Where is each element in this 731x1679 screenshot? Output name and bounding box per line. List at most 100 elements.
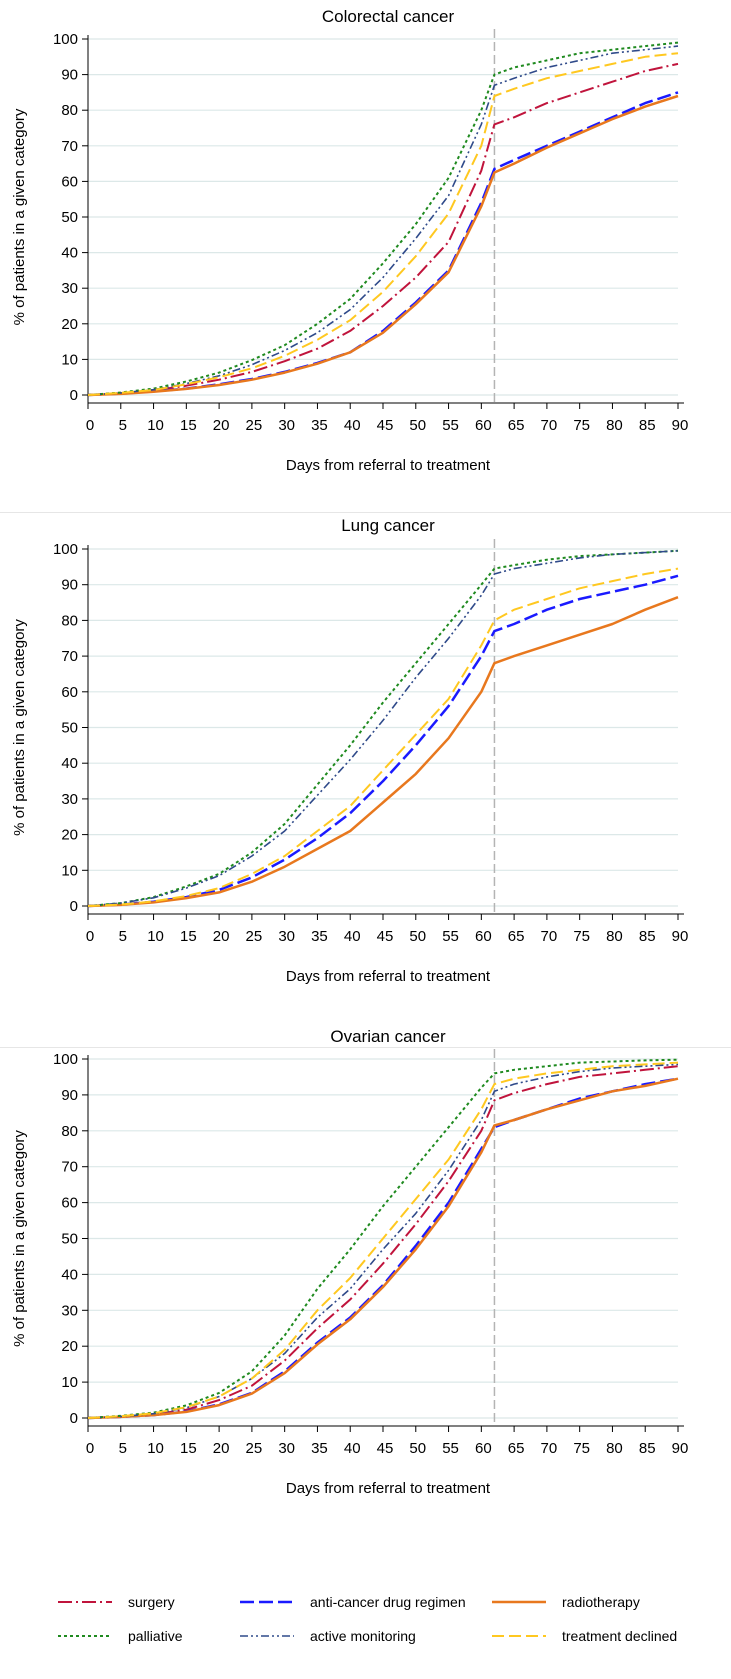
x-tick-label: 35 [311,928,328,945]
x-tick-label: 5 [119,1440,127,1457]
x-tick-label: 40 [344,928,361,945]
x-tick-label: 25 [246,417,263,434]
legend-label-active-monitoring: active monitoring [310,1628,416,1644]
series-line-radiotherapy [87,1077,679,1420]
x-tick-label: 45 [377,417,394,434]
x-tick-label: 65 [508,1440,525,1457]
series-line-active-monitoring [87,1063,679,1419]
x-axis-label: Days from referral to treatment [286,968,491,985]
y-tick-label: 30 [61,1302,78,1319]
x-tick-label: 5 [119,928,127,945]
y-tick-label: 80 [61,102,78,119]
y-tick-label: 10 [61,351,78,368]
x-tick-label: 80 [606,1440,623,1457]
x-tick-label: 50 [409,417,426,434]
series-line-active-monitoring [87,45,679,396]
y-tick-label: 90 [61,1087,78,1104]
x-tick-label: 65 [508,928,525,945]
x-tick-label: 75 [573,1440,590,1457]
series-line-radiotherapy [87,596,679,908]
x-tick-label: 20 [213,417,230,434]
y-tick-label: 90 [61,577,78,594]
series-line-anti-cancer [87,91,679,397]
chart-title: Lung cancer [341,516,435,535]
x-tick-label: 85 [639,1440,656,1457]
colorectal-chart: Colorectal cancer 0 10 20 30 40 50 60 70 80 90 100 0… [11,7,689,474]
chart-title: Ovarian cancer [330,1027,446,1046]
y-tick-label: 20 [61,316,78,333]
y-tick-label: 30 [61,280,78,297]
x-tick-label: 10 [147,1440,164,1457]
legend-label-radiotherapy: radiotherapy [562,1594,640,1610]
series-line-treatment-declined [87,52,679,396]
y-tick-label: 50 [61,209,78,226]
y-tick-label: 70 [61,648,78,665]
legend-label-treatment-declined: treatment declined [562,1628,677,1644]
series-line-radiotherapy [87,94,679,397]
x-tick-label: 30 [278,928,295,945]
y-tick-label: 80 [61,1123,78,1140]
x-tick-label: 60 [475,1440,492,1457]
x-tick-label: 15 [180,928,197,945]
x-tick-label: 0 [86,417,94,434]
x-tick-label: 10 [147,928,164,945]
x-tick-label: 25 [246,928,263,945]
y-tick-label: 30 [61,791,78,808]
x-tick-label: 5 [119,417,127,434]
x-tick-label: 75 [573,417,590,434]
panel-separator [0,1047,731,1048]
y-tick-label: 100 [53,541,78,558]
x-tick-label: 50 [409,928,426,945]
series-line-treatment-declined [87,1061,679,1419]
x-tick-label: 65 [508,417,525,434]
x-tick-label: 90 [672,417,689,434]
series-line-palliative [87,41,679,396]
x-tick-label: 90 [672,1440,689,1457]
ovarian-chart: Ovarian cancer 0 10 20 30 40 50 60 70 80 90 100 0 5 10… [11,1027,689,1497]
legend-label-palliative: palliative [128,1628,183,1644]
x-tick-label: 25 [246,1440,263,1457]
chart-title: Colorectal cancer [322,7,455,26]
series-line-surgery [87,62,679,396]
series-line-surgery [87,1065,679,1419]
x-tick-label: 40 [344,1440,361,1457]
y-tick-label: 50 [61,720,78,737]
y-tick-label: 0 [70,898,78,915]
x-tick-label: 85 [639,417,656,434]
y-tick-label: 0 [70,1410,78,1427]
y-tick-label: 10 [61,862,78,879]
series-line-palliative [87,1058,679,1419]
x-tick-label: 45 [377,1440,394,1457]
series-line-active-monitoring [87,550,679,907]
x-tick-label: 30 [278,1440,295,1457]
lung-chart: Lung cancer 0 10 20 30 40 50 60 70 80 90 100 0 5 10 15 2… [11,516,689,985]
y-tick-label: 0 [70,387,78,404]
y-tick-label: 80 [61,612,78,629]
y-tick-label: 70 [61,138,78,155]
chart-legend: surgery anti-cancer drug regimen radiother… [58,1594,677,1644]
x-tick-label: 0 [86,928,94,945]
y-tick-label: 50 [61,1231,78,1248]
y-tick-label: 100 [53,31,78,48]
x-tick-label: 70 [541,1440,558,1457]
y-axis-label: % of patients in a given category [11,108,28,325]
series-line-anti-cancer [87,574,679,908]
series-line-treatment-declined [87,567,679,907]
x-tick-label: 50 [409,1440,426,1457]
y-tick-label: 90 [61,67,78,84]
x-tick-label: 10 [147,417,164,434]
y-tick-label: 40 [61,245,78,262]
x-tick-label: 35 [311,417,328,434]
x-tick-label: 85 [639,928,656,945]
x-axis-label: Days from referral to treatment [286,1480,491,1497]
y-tick-label: 60 [61,1195,78,1212]
x-tick-label: 80 [606,928,623,945]
y-tick-label: 40 [61,1266,78,1283]
x-tick-label: 90 [672,928,689,945]
x-tick-label: 35 [311,1440,328,1457]
x-tick-label: 55 [442,417,459,434]
x-axis-label: Days from referral to treatment [286,457,491,474]
x-tick-label: 55 [442,928,459,945]
x-tick-label: 70 [541,928,558,945]
